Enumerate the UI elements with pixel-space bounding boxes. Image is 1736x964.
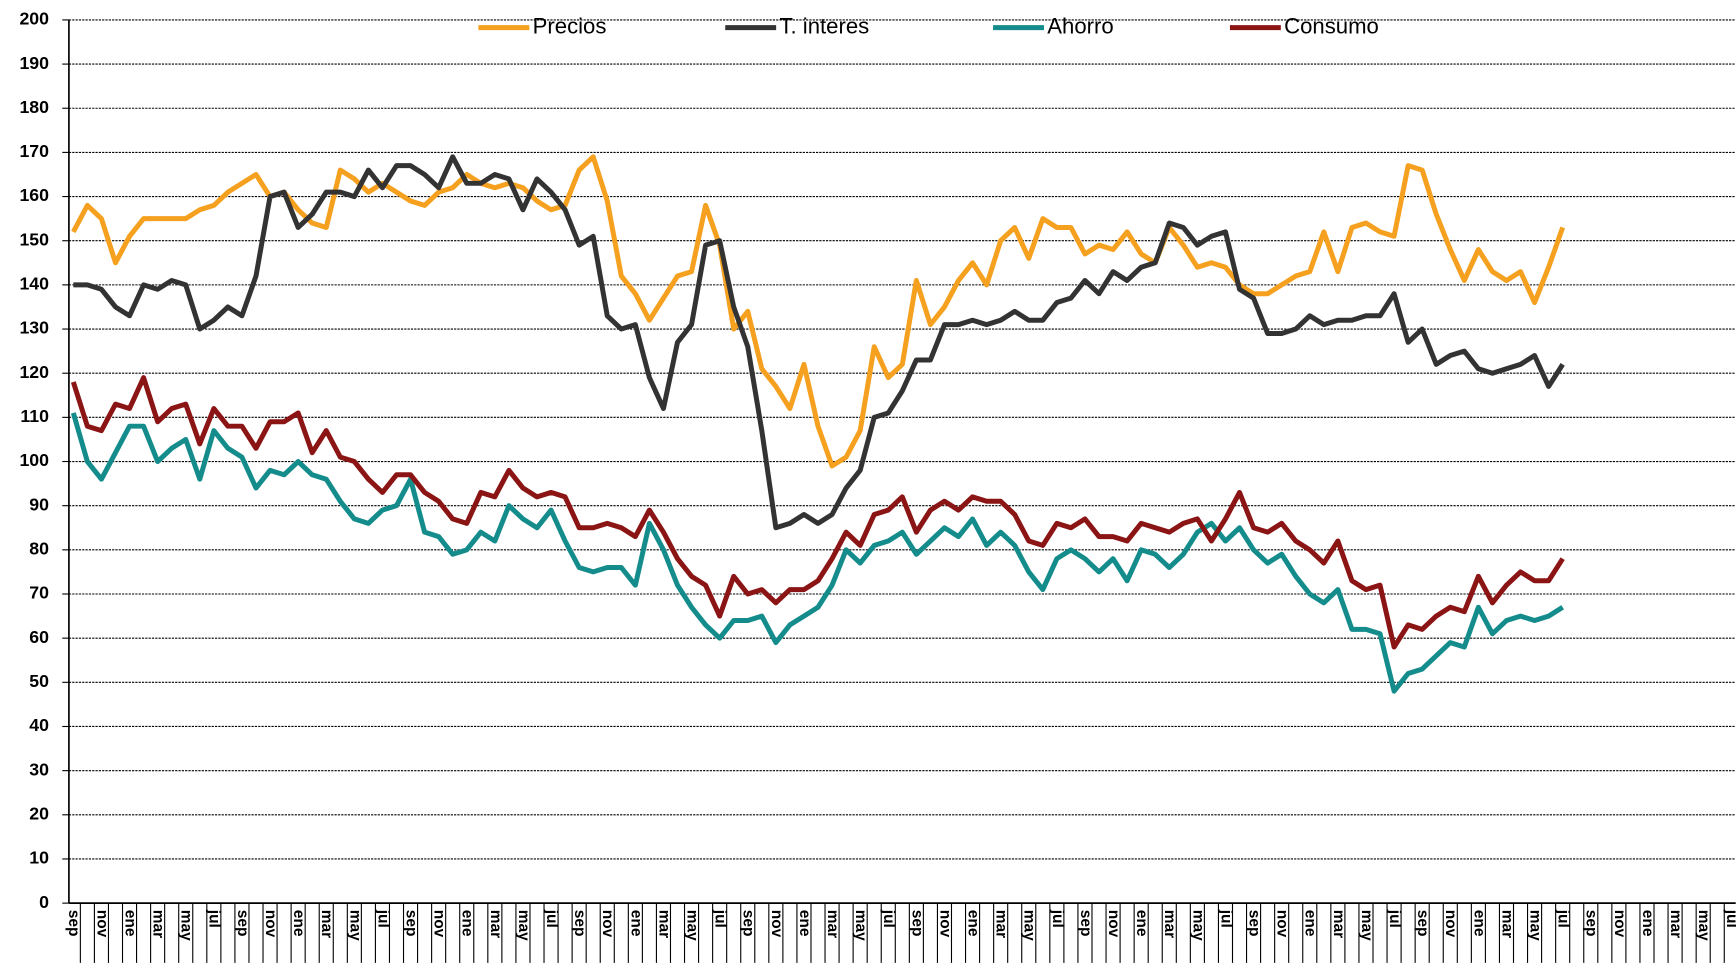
y-tick-label: 50 [29,671,49,691]
x-tick-label: mar [993,910,1010,938]
y-tick-label: 120 [19,362,49,382]
x-tick-label: jul [543,909,560,928]
x-tick-label: jul [1723,909,1736,928]
x-tick-label: ene [1639,910,1656,937]
x-tick-label: may [852,910,869,941]
x-tick-label: jul [374,909,391,928]
x-tick-label: may [1695,910,1712,941]
x-tick-label: mar [655,910,672,938]
x-tick-label: nov [1611,910,1628,938]
x-tick-label: nov [93,910,110,938]
x-tick-label: nov [599,910,616,938]
x-tick-label: mar [318,910,335,938]
y-tick-label: 20 [29,803,49,823]
x-tick-label: mar [150,910,167,938]
x-tick-label: ene [627,910,644,937]
y-tick-label: 90 [29,494,49,514]
y-tick-label: 70 [29,583,49,603]
x-tick-label: sep [740,910,757,937]
series-line [70,375,1565,650]
x-tick-label: ene [964,910,981,937]
y-tick-label: 60 [29,627,49,647]
y-tick-label: 40 [29,715,49,735]
x-tick-label: may [515,910,532,941]
x-tick-label: sep [571,910,588,937]
y-tick-label: 10 [29,848,49,868]
x-tick-label: nov [768,910,785,938]
legend-label: Consumo [1284,14,1379,39]
x-tick-label: may [1021,910,1038,941]
x-tick-label: may [178,910,195,941]
x-tick-label: ene [1470,910,1487,937]
x-tick-label: sep [1414,910,1431,937]
x-tick-label: ene [796,910,813,937]
x-tick-label: sep [908,910,925,937]
x-tick-label: mar [1161,910,1178,938]
x-tick-label: jul [712,909,729,928]
x-tick-label: may [1526,910,1543,941]
x-tick-label: nov [431,910,448,938]
x-tick-label: ene [290,910,307,937]
x-tick-label: sep [65,910,82,937]
x-tick-label: mar [1330,910,1347,938]
y-tick-label: 100 [19,450,49,470]
x-tick-label: ene [121,910,138,937]
y-tick-label: 80 [29,539,49,559]
x-tick-label: ene [1302,910,1319,937]
x-tick-label: jul [206,909,223,928]
legend-label: Precios [533,14,607,39]
x-tick-label: sep [1583,910,1600,937]
y-tick-label: 30 [29,759,49,779]
x-tick-label: may [1358,910,1375,941]
x-tick-label: jul [1049,909,1066,928]
y-tick-label: 150 [19,229,49,249]
x-tick-label: mar [824,910,841,938]
x-tick-label: nov [1105,910,1122,938]
x-tick-label: may [1189,910,1206,941]
y-tick-label: 200 [19,9,49,29]
x-tick-label: may [346,910,363,941]
y-tick-label: 160 [19,185,49,205]
y-tick-label: 0 [39,892,49,912]
x-tick-label: ene [1133,910,1150,937]
x-tick-label: mar [1498,910,1515,938]
x-tick-label: jul [1386,909,1403,928]
x-tick-label: nov [1442,910,1459,938]
series-line [71,154,1566,469]
x-tick-label: sep [234,910,251,937]
y-tick-label: 110 [20,406,49,426]
y-tick-label: 140 [19,274,49,294]
x-tick-label: nov [936,910,953,938]
x-tick-label: sep [1077,910,1094,937]
x-tick-label: sep [402,910,419,937]
x-tick-label: may [683,910,700,941]
y-tick-label: 170 [19,141,49,161]
x-tick-label: jul [880,909,897,928]
x-tick-label: mar [1667,910,1684,938]
y-tick-label: 180 [19,97,49,117]
x-tick-label: nov [262,910,279,938]
x-tick-label: ene [459,910,476,937]
x-tick-label: mar [487,910,504,938]
legend-label: Ahorro [1047,14,1113,39]
y-tick-label: 190 [19,53,49,73]
x-tick-label: jul [1217,909,1234,928]
legend-label: T. interes [779,14,869,39]
series-line [73,154,1565,531]
y-tick-label: 130 [19,318,49,338]
x-tick-label: nov [1274,910,1291,938]
x-tick-label: jul [1555,909,1572,928]
x-tick-label: sep [1245,910,1262,937]
series-line [70,412,1565,694]
